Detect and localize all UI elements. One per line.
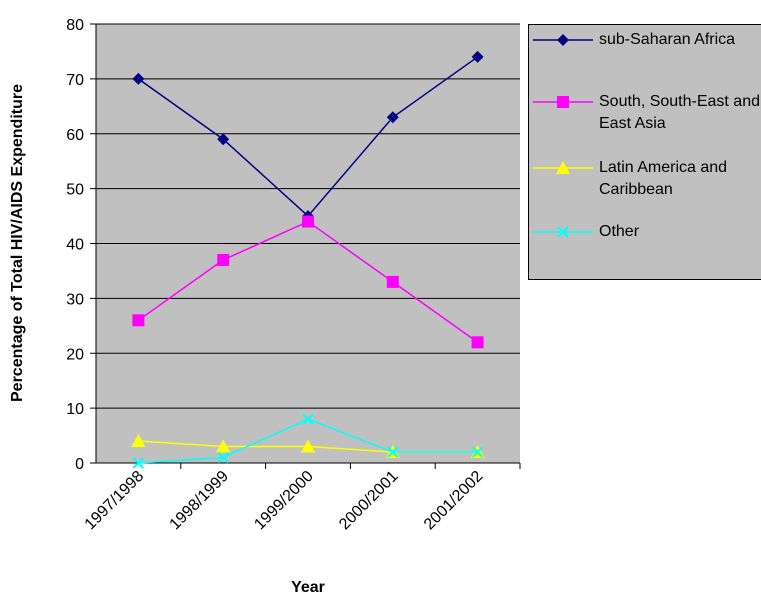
marker <box>386 111 399 124</box>
legend-item: Other <box>531 221 761 243</box>
marker <box>132 72 145 85</box>
legend-label: sub-Saharan Africa <box>599 31 736 48</box>
legend: sub-Saharan Africa South, South-East and … <box>528 24 761 280</box>
marker <box>302 215 314 228</box>
marker <box>217 253 230 266</box>
marker <box>471 336 484 349</box>
legend-item: South, South-East and East Asia <box>531 91 761 135</box>
y-tick-label: 40 <box>66 237 84 254</box>
y-tick-label: 70 <box>66 72 84 89</box>
marker <box>471 446 484 458</box>
legend-marker <box>533 34 593 46</box>
legend-label: Latin America and Caribbean <box>599 159 728 198</box>
legend-item: sub-Saharan Africa <box>531 29 761 51</box>
y-tick-label: 60 <box>66 127 84 144</box>
marker <box>557 96 569 108</box>
marker <box>131 434 146 448</box>
legend-marker <box>533 161 593 174</box>
marker <box>132 457 145 469</box>
y-tick-label: 80 <box>66 17 84 34</box>
x-tick-label: 1999/2000 <box>251 468 317 534</box>
marker <box>387 446 399 458</box>
y-tick-label: 20 <box>66 346 84 363</box>
legend-label: Other <box>599 223 640 240</box>
marker <box>557 34 569 46</box>
marker <box>386 275 399 288</box>
marker <box>132 314 145 327</box>
marker <box>217 451 229 464</box>
marker <box>471 50 484 63</box>
x-tick-label: 1998/1999 <box>167 468 233 534</box>
x-axis-title: Year <box>291 579 325 596</box>
y-axis-title: Percentage of Total HIV/AIDS Expenditure <box>9 84 26 402</box>
marker <box>556 161 570 174</box>
legend-item: Latin America and Caribbean <box>531 157 761 201</box>
x-tick-label: 2000/2001 <box>336 468 402 534</box>
marker <box>301 439 315 453</box>
y-tick-label: 50 <box>66 182 84 199</box>
x-tick-label: 2001/2002 <box>421 468 487 534</box>
y-tick-label: 30 <box>66 291 84 308</box>
legend-label: South, South-East and East Asia <box>599 93 760 132</box>
y-tick-label: 10 <box>66 401 84 418</box>
x-tick-label: 1997/1998 <box>82 468 148 534</box>
legend-marker <box>533 96 593 108</box>
marker <box>302 413 314 425</box>
legend-marker <box>533 226 593 238</box>
y-tick-label: 0 <box>75 456 84 473</box>
marker <box>216 439 231 453</box>
marker <box>217 133 230 146</box>
marker <box>557 226 569 238</box>
